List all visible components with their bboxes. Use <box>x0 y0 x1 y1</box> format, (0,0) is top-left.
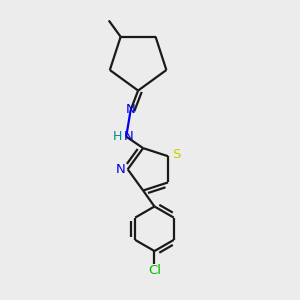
Text: H: H <box>112 130 122 143</box>
Text: N: N <box>126 103 136 116</box>
Text: N: N <box>116 163 125 176</box>
Text: N: N <box>124 130 134 143</box>
Text: Cl: Cl <box>148 264 161 277</box>
Text: S: S <box>172 148 181 161</box>
